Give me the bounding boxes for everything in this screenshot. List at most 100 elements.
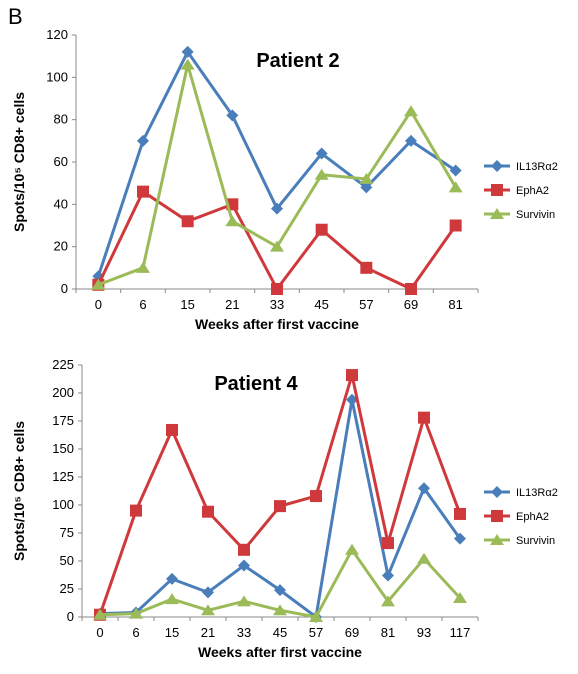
y-tick-label: 125 [52, 469, 74, 484]
x-tick-label: 33 [237, 625, 251, 640]
y-tick-label: 60 [54, 154, 68, 169]
legend-label: EphA2 [516, 511, 549, 523]
legend-item-epha2: EphA2 [484, 510, 549, 523]
data-point [130, 504, 142, 517]
data-point [315, 147, 328, 160]
data-point [346, 393, 358, 406]
x-tick-label: 0 [95, 297, 102, 312]
data-point [225, 215, 240, 227]
x-tick-label: 81 [381, 625, 395, 640]
data-point [404, 105, 418, 117]
data-point [136, 261, 150, 273]
x-tick-label: 57 [359, 297, 373, 312]
data-point [271, 202, 283, 215]
data-point [238, 543, 250, 556]
legend-marker [490, 534, 504, 545]
data-point [201, 604, 215, 616]
data-point [346, 369, 358, 382]
legend-label: Survivin [516, 535, 555, 547]
data-point [405, 283, 417, 295]
y-axis-title: Spots/10⁵ CD8+ cells [11, 421, 27, 561]
data-point [449, 219, 462, 232]
data-point [360, 181, 373, 194]
legend-marker [491, 184, 503, 196]
data-point [181, 45, 194, 58]
data-point [166, 572, 178, 585]
data-point [454, 532, 466, 545]
legend-label: EphA2 [516, 185, 549, 197]
panel-label: B [8, 4, 23, 29]
legend-label: IL13Rα2 [516, 161, 558, 173]
data-point [382, 537, 394, 550]
data-point [449, 164, 462, 177]
y-tick-label: 225 [52, 357, 74, 372]
x-tick-label: 45 [314, 297, 328, 312]
data-point [310, 490, 322, 503]
legend-item-survivin: Survivin [484, 534, 555, 547]
x-axis-title: Weeks after first vaccine [198, 644, 362, 660]
y-tick-label: 80 [54, 112, 68, 127]
x-tick-label: 117 [450, 625, 471, 640]
data-point [137, 134, 149, 147]
x-tick-label: 81 [448, 297, 462, 312]
data-point [226, 109, 239, 122]
data-point [180, 58, 195, 70]
legend-marker [491, 486, 503, 498]
y-tick-label: 0 [61, 281, 68, 296]
data-point [274, 584, 286, 597]
data-point [274, 500, 286, 513]
data-point [273, 604, 287, 616]
data-point [166, 423, 178, 436]
data-point [181, 215, 194, 228]
x-tick-label: 57 [309, 625, 323, 640]
y-tick-label: 0 [67, 609, 74, 624]
series-survivin [93, 543, 467, 622]
data-point [93, 608, 107, 620]
data-point [417, 552, 431, 564]
data-point [270, 240, 284, 252]
y-tick-label: 50 [60, 553, 74, 568]
y-tick-label: 175 [52, 413, 74, 428]
chart-title: Patient 4 [214, 373, 298, 395]
x-tick-label: 33 [270, 297, 284, 312]
y-axis-title: Spots/10⁵ CD8+ cells [11, 92, 27, 232]
x-tick-label: 0 [96, 625, 103, 640]
x-tick-label: 93 [417, 625, 431, 640]
data-point [202, 586, 214, 599]
chart-title: Patient 2 [256, 50, 339, 72]
y-tick-label: 40 [54, 196, 68, 211]
x-tick-label: 69 [404, 297, 418, 312]
data-point [309, 611, 323, 622]
data-point [360, 261, 373, 274]
x-tick-label: 15 [165, 625, 179, 640]
data-point [448, 181, 463, 193]
patient-2-chart: 0 20 40 60 80 100 120 0 6 15 21 33 45 57 69 81 Weeks aft… [11, 27, 558, 332]
data-point [418, 482, 430, 495]
data-point [454, 507, 466, 520]
y-tick-label: 200 [52, 385, 74, 400]
data-point [382, 569, 394, 582]
data-point [202, 505, 214, 518]
data-point [315, 223, 328, 236]
x-tick-label: 21 [201, 625, 215, 640]
y-tick-label: 100 [46, 69, 68, 84]
data-point [314, 168, 329, 180]
data-point [405, 134, 417, 147]
x-tick-label: 45 [273, 625, 287, 640]
x-tick-label: 69 [345, 625, 359, 640]
y-tick-label: 120 [46, 27, 68, 42]
data-point [453, 591, 467, 603]
data-point [238, 559, 250, 572]
x-tick-label: 6 [139, 297, 146, 312]
legend-marker [491, 160, 503, 172]
series-epha2 [94, 369, 466, 621]
data-point [165, 593, 179, 605]
y-tick-label: 75 [60, 525, 74, 540]
data-point [345, 543, 359, 555]
x-tick-label: 21 [225, 297, 239, 312]
legend-item-il13r-2: IL13Rα2 [484, 160, 558, 173]
data-point [418, 411, 430, 424]
legend-item-survivin: Survivin [484, 208, 555, 221]
y-tick-label: 25 [60, 581, 74, 596]
y-tick-label: 150 [52, 441, 74, 456]
